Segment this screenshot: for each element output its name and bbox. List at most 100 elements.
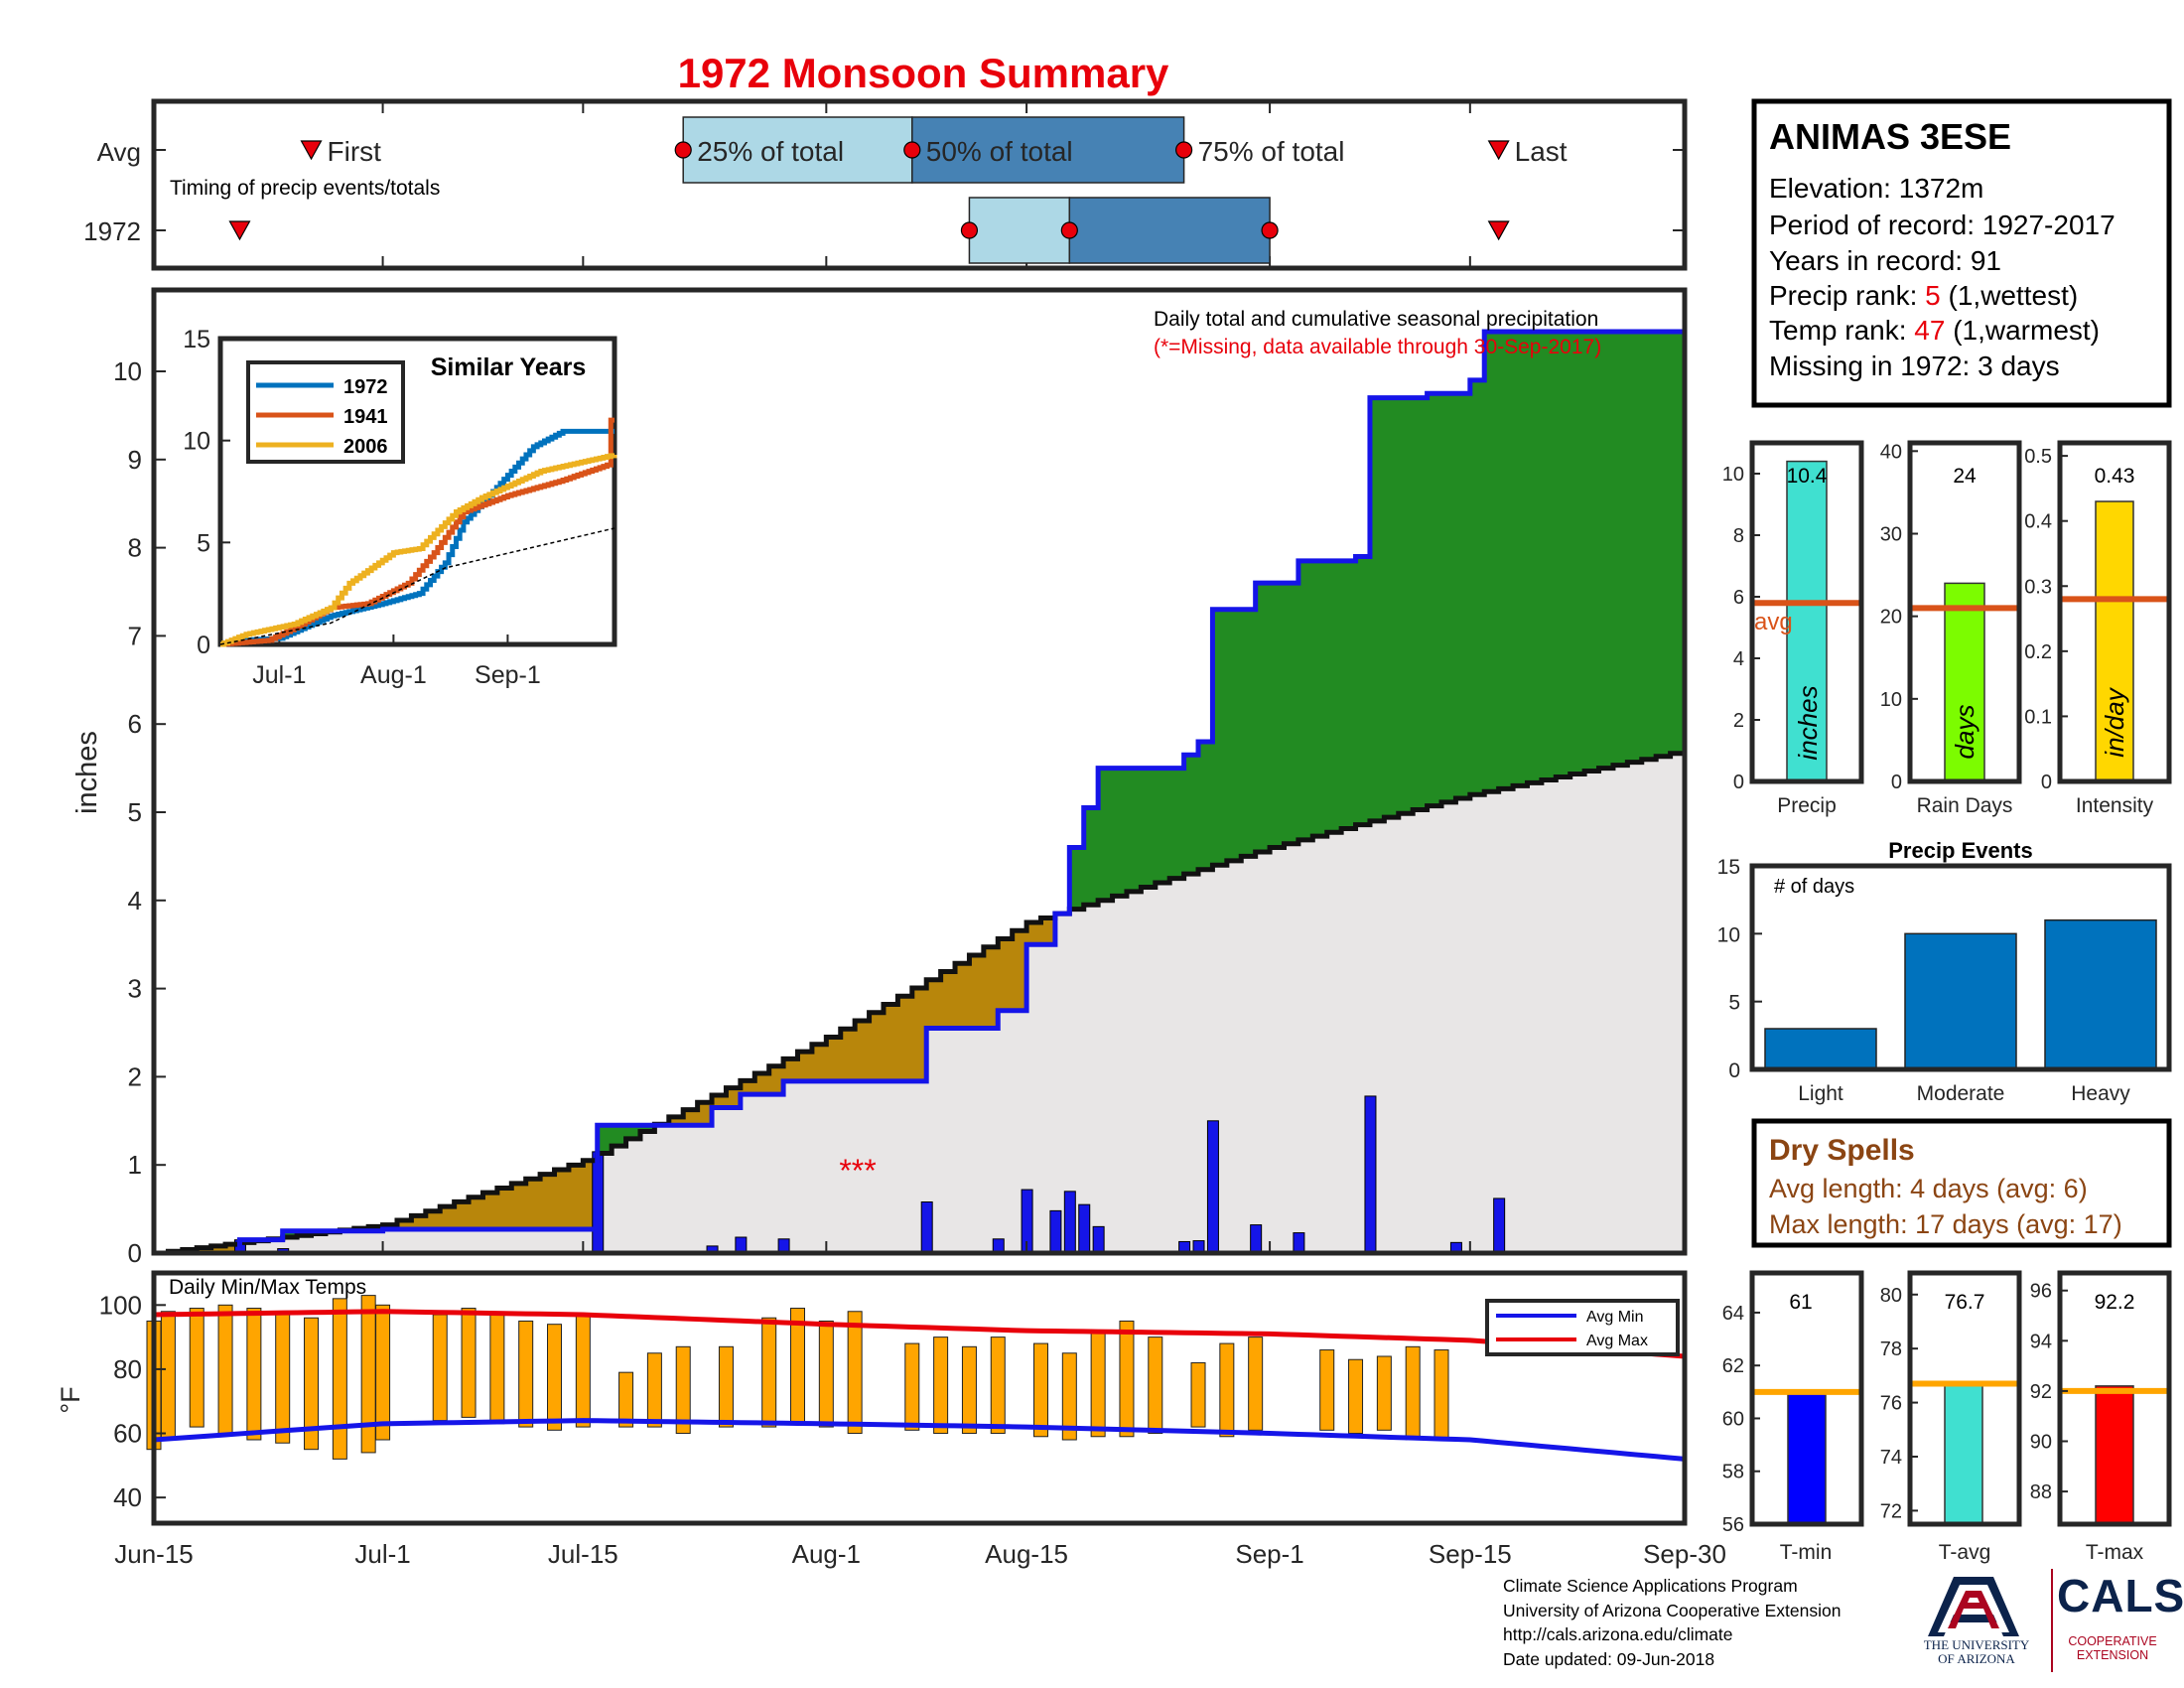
stat-tick-label: 4 [1733, 648, 1744, 670]
year-50-marker [1060, 221, 1078, 239]
x-tick-label: Aug-1 [792, 1539, 861, 1569]
stat-tick-label: 0.2 [2024, 641, 2052, 663]
tsum-tick-label: 92 [2030, 1381, 2052, 1403]
stat-tick-label: 0.4 [2024, 511, 2052, 533]
temp-y-label: 60 [113, 1419, 142, 1449]
precip-total-chart: 0 2 4 6 8 10 10.4 avg inches Precip [1722, 440, 1864, 817]
rain-days-bar [1944, 582, 1985, 782]
inset-y-label: 15 [183, 326, 210, 353]
station-missing: Missing in 1972: 3 days [1769, 351, 2060, 381]
footer-url[interactable]: http://cals.arizona.edu/climate [1503, 1624, 1733, 1644]
dry-spells-title: Dry Spells [1769, 1134, 1915, 1167]
temp-bar [189, 1308, 205, 1428]
inset-line-1941 [220, 417, 614, 647]
tavg-bar [1944, 1382, 1983, 1525]
daily-precip-bar [1092, 1225, 1105, 1254]
temp-bar [1119, 1320, 1135, 1438]
year-75-marker [1261, 221, 1279, 239]
p50-label: 50% of total [926, 136, 1073, 167]
inset-lines [219, 417, 617, 647]
stat-tick-label: 10 [1722, 464, 1744, 486]
event-y-label: 0 [1728, 1059, 1740, 1082]
events-light-label: Light [1798, 1082, 1843, 1105]
y-tick-label: 5 [128, 797, 142, 827]
dry-max-length: Max length: 17 days (avg: 17) [1769, 1209, 2122, 1239]
legend-avg-max: Avg Max [1586, 1333, 1648, 1349]
missing-note: (*=Missing, data available through 30-Se… [1154, 336, 1601, 358]
inset-legend: 1972 1941 2006 [256, 376, 388, 458]
tmin-value: 61 [1789, 1291, 1812, 1314]
temp-bar [933, 1336, 949, 1435]
precip-category-label: Precip [1777, 794, 1837, 817]
timing-avg-row: First Last 25% of total 50% of total 75%… [300, 116, 1568, 184]
temp-bar [575, 1314, 591, 1428]
temp-bar [275, 1314, 291, 1444]
first-label: First [328, 136, 382, 167]
tsum-tick-label: 78 [1880, 1338, 1902, 1360]
intensity-bar [2095, 500, 2134, 782]
stat-tick-label: 20 [1880, 607, 1902, 629]
tsum-tick-label: 62 [1722, 1355, 1744, 1377]
event-bar-light [1764, 1028, 1877, 1070]
temp-bar [646, 1352, 662, 1428]
stat-tick-label: 40 [1880, 441, 1902, 463]
station-precip-rank: Precip rank: 5 (1,wettest) [1769, 280, 2078, 311]
ua-name: THE UNIVERSITY OF ARIZONA [1908, 1638, 2045, 1666]
tmax-chart: 88 90 92 94 96 92.2 T-max [2030, 1270, 2172, 1564]
precip-unit-label: inches [1793, 685, 1823, 760]
inset-title: Similar Years [431, 353, 587, 381]
precip-x-ticks: Jun-15 Jul-1 Jul-15 Aug-1 Aug-15 Sep-1 Sep-15 S… [114, 1241, 1726, 1569]
stat-tick-label: 30 [1880, 523, 1902, 545]
tsum-tick-label: 60 [1722, 1408, 1744, 1430]
rain-days-category-label: Rain Days [1917, 794, 2013, 817]
tsum-tick-label: 94 [2030, 1331, 2052, 1352]
footer-credits: Climate Science Applications Program Uni… [1503, 1574, 1841, 1671]
footer-university: University of Arizona Cooperative Extens… [1503, 1600, 1842, 1620]
daily-precip-bar [1293, 1232, 1305, 1254]
avg-75-marker [1175, 141, 1193, 159]
tavg-ticks: 72 74 76 78 80 [1880, 1285, 1918, 1522]
temp-bar [461, 1308, 477, 1418]
daily-precip-bar [1250, 1224, 1263, 1254]
intensity-unit-label: in/day [2100, 686, 2129, 757]
daily-precip-bar [1206, 1120, 1219, 1254]
inset-y-label: 0 [197, 632, 210, 659]
tsum-tick-label: 90 [2030, 1432, 2052, 1454]
temp-bar [1433, 1349, 1449, 1441]
tsum-tick-label: 56 [1722, 1514, 1744, 1536]
timing-caption: Timing of precip events/totals [170, 177, 440, 200]
temp-bar [518, 1320, 534, 1428]
daily-precip-bar [1364, 1095, 1377, 1254]
temp-bar [432, 1314, 448, 1422]
avg-first-marker [300, 140, 323, 161]
daily-precip-bar [920, 1200, 933, 1254]
stat-tick-label: 2 [1733, 710, 1744, 732]
temp-bar [332, 1298, 347, 1460]
avg-max-line [153, 1309, 1686, 1359]
precip-events-chart: Precip Events 0 5 10 15 # of days Light Mod… [1717, 838, 2172, 1105]
daily-temp-bars [146, 1295, 1449, 1460]
inset-avg-line [219, 527, 615, 645]
temp-bar [990, 1336, 1006, 1435]
temp-bar [489, 1314, 505, 1425]
temp-bar [1148, 1336, 1163, 1435]
stat-tick-label: 10 [1880, 689, 1902, 711]
tmin-label: T-min [1780, 1541, 1833, 1564]
temp-bar [818, 1320, 834, 1428]
tmax-label: T-max [2086, 1541, 2144, 1564]
tsum-tick-label: 76 [1880, 1393, 1902, 1415]
temp-bar [718, 1345, 734, 1428]
temp-bar [1405, 1345, 1421, 1441]
tmax-value: 92.2 [2095, 1291, 2135, 1314]
cals-logo: CALS [2057, 1570, 2184, 1621]
rain-days-unit-label: days [1950, 705, 1979, 760]
tavg-value: 76.7 [1945, 1291, 1985, 1314]
timing-year-label: 1972 [83, 216, 141, 246]
stat-tick-label: 0 [1891, 772, 1902, 793]
figure-title: 1972 Monsoon Summary [678, 50, 1169, 96]
inset-y-label: 10 [183, 428, 210, 456]
temp-bar [904, 1342, 920, 1431]
y-tick-label: 6 [128, 709, 142, 739]
university-of-arizona-logo: A [1928, 1577, 2019, 1636]
